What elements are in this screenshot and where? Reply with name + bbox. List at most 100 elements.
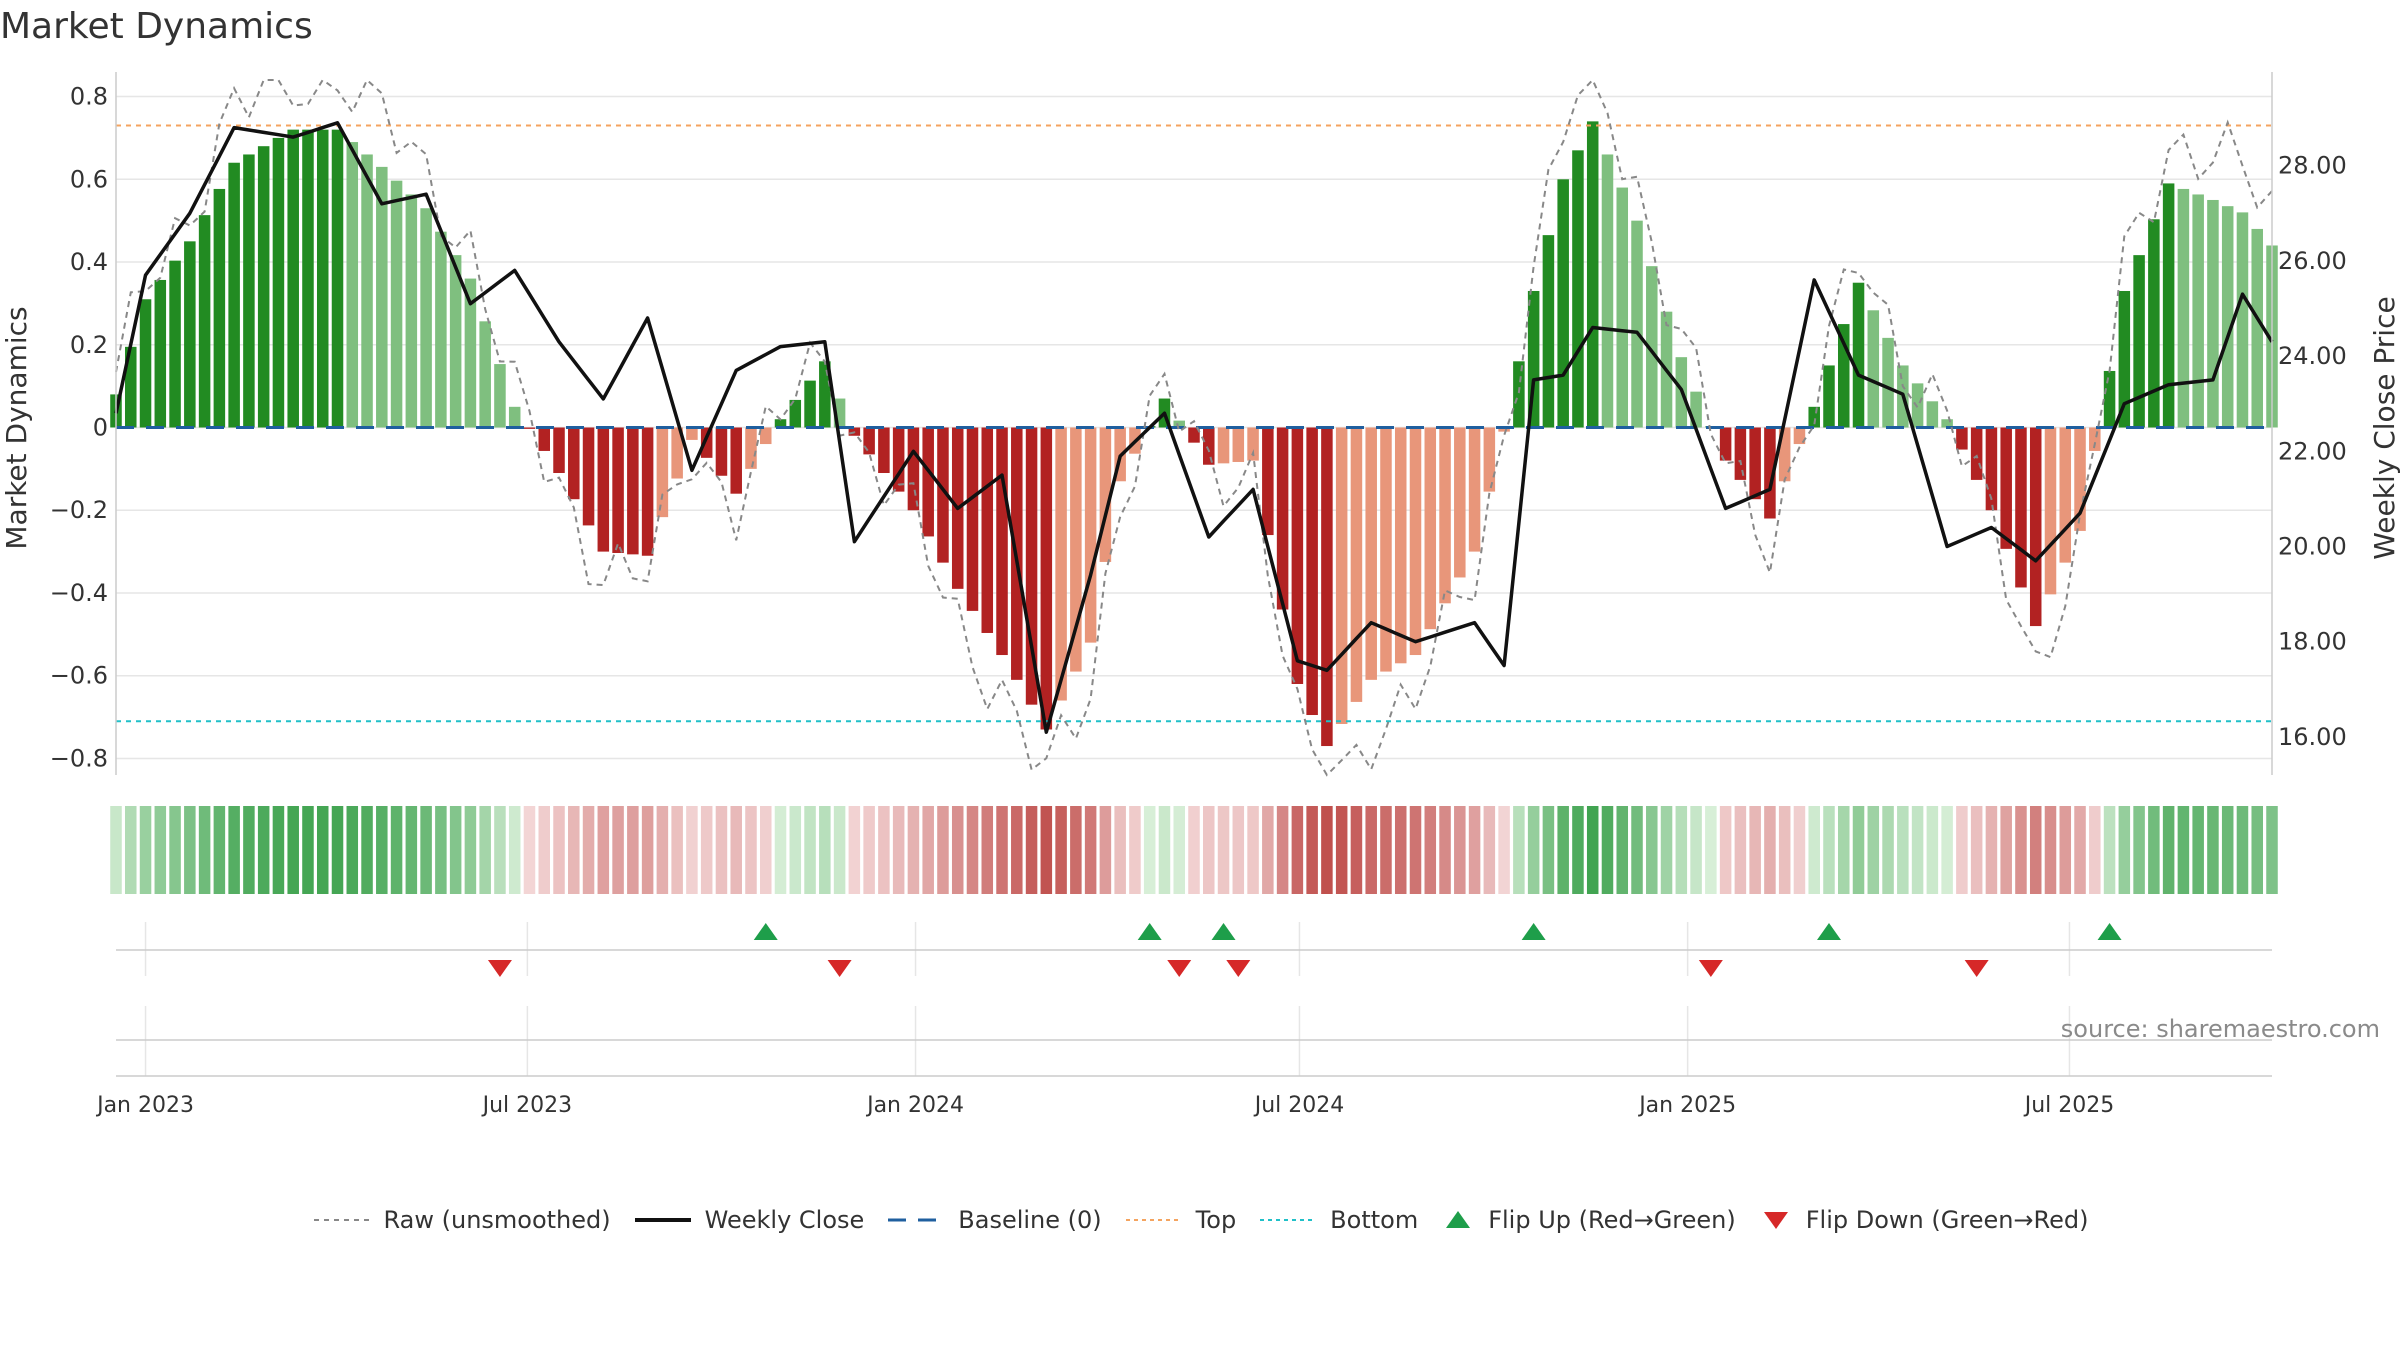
dynamics-bar [1734,427,1747,480]
dynamics-bar [1055,427,1067,701]
y-tick-label: −0.2 [50,496,108,524]
ribbon-cell [981,806,994,894]
dynamics-bar [1557,179,1569,428]
regime-ribbon [110,806,2278,894]
ribbon-cell [1276,806,1289,894]
ribbon-cell [302,806,314,894]
dynamics-bar [2207,199,2219,428]
ribbon-cell [243,806,255,894]
ribbon-cell [1217,806,1230,894]
ribbon-cell [1778,806,1791,894]
ribbon-cell [1631,806,1643,894]
dynamics-bar [184,241,196,428]
x-tick-label: Jul 2023 [481,1093,573,1118]
dynamics-bar [1040,427,1053,730]
ribbon-cell [1409,806,1422,894]
dynamics-bar [996,427,1008,656]
ribbon-cell [730,806,742,894]
flip-up-marker [2097,923,2122,940]
dynamics-bar [745,427,757,469]
dynamics-bar [1542,235,1555,428]
dynamics-bar [1778,427,1791,482]
dynamics-bar [863,427,875,455]
y2-tick-label: 16.00 [2278,723,2347,751]
dynamics-bar [198,215,211,428]
ribbon-cell [774,806,787,894]
ribbon-cell [1040,806,1053,894]
ribbon-cell [1129,806,1141,894]
ribbon-cell [2177,806,2190,894]
dynamics-bar [1911,383,1924,428]
y2-tick-label: 28.00 [2278,152,2347,180]
ribbon-cell [804,806,816,894]
ribbon-cell [2192,806,2204,894]
ribbon-cell [641,806,654,894]
ribbon-cell [1306,806,1318,894]
ribbon-cell [2089,806,2101,894]
ribbon-cell [228,806,240,894]
ribbon-cell [700,806,713,894]
dynamics-bar [213,188,226,428]
ribbon-cell [346,806,359,894]
dynamics-bar [671,427,683,479]
dynamics-bar [612,427,624,553]
ribbon-cell [1690,806,1702,894]
dynamics-bar [1527,290,1540,428]
ribbon-cell [568,806,580,894]
dynamics-bar [1631,220,1643,428]
ribbon-cell [671,806,683,894]
legend-label-flip-up: Flip Up (Red→Green) [1488,1206,1736,1234]
x-axis: Jan 2023 Jul 2023 Jan 2024 Jul 2024 Jan 2025… [95,1075,2272,1118]
flip-down-marker [1226,960,1251,977]
flip-up-marker [1211,923,1236,940]
dynamics-bar [125,346,137,428]
ribbon-cell [1837,806,1850,894]
dynamics-bar [1601,154,1614,428]
dynamics-bar [715,427,728,476]
dynamics-bar [228,162,240,428]
ribbon-cell [1646,806,1658,894]
ribbon-cell [2015,806,2027,894]
ribbon-cell [1542,806,1555,894]
ribbon-cell [479,806,491,894]
x-tick-label: Jan 2024 [865,1093,964,1118]
ribbon-cell [1173,806,1185,894]
dynamics-bar [508,406,521,428]
y2-tick-label: 20.00 [2278,533,2347,561]
ribbon-cell [597,806,610,894]
legend-label-baseline: Baseline (0) [958,1206,1102,1234]
dynamics-bar [1616,187,1629,428]
y-tick-label: 0 [93,414,108,442]
dynamics-bar [1690,391,1702,428]
ribbon-cell [287,806,299,894]
dynamics-bar [2162,183,2175,428]
dynamics-bar [420,208,432,428]
dynamics-bar [376,166,388,428]
dynamics-bar [139,299,152,428]
dynamics-bar [1188,427,1200,443]
ribbon-cell [1335,806,1348,894]
legend-top-swatch [1125,1219,1182,1221]
y2-tick-label: 24.00 [2278,342,2347,370]
ribbon-cell [1719,806,1732,894]
ribbon-cell [863,806,875,894]
ribbon-cell [1985,806,1998,894]
dynamics-bar [361,154,373,428]
ribbon-cell [2118,806,2131,894]
ribbon-cell [2207,806,2219,894]
dynamics-bar [1409,427,1422,656]
dynamics-bar [302,129,314,428]
ribbon-cell [937,806,949,894]
ribbon-cell [361,806,373,894]
y-tick-label: −0.4 [50,579,108,607]
legend-item-flip-down: Flip Down (Green→Red) [1758,1206,2089,1234]
dynamics-bar [538,427,551,451]
ribbon-cell [1897,806,1909,894]
ribbon-cell [627,806,639,894]
ribbon-cell [848,806,861,894]
y-tick-label: −0.8 [50,744,108,772]
ribbon-cell [2162,806,2175,894]
ribbon-cell [745,806,757,894]
dynamics-bar [464,278,477,428]
ribbon-cell [1734,806,1747,894]
